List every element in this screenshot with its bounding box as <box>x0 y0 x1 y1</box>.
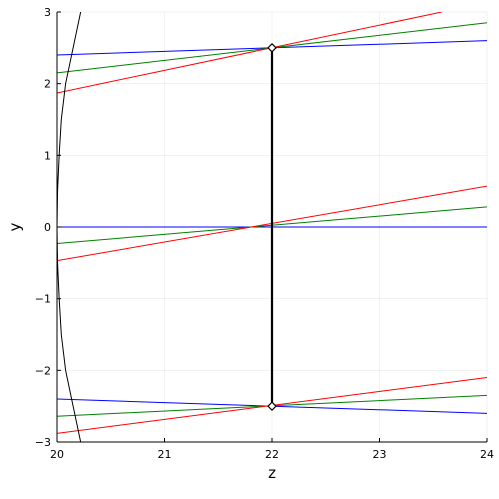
marker-group <box>267 42 277 412</box>
x-tick-label: 20 <box>50 448 64 461</box>
series-line-11 <box>57 12 82 442</box>
y-tick-label: 2 <box>44 78 51 91</box>
x-tick-label: 24 <box>480 448 494 461</box>
diamond-marker-2 <box>267 401 277 412</box>
y-tick-label: −3 <box>35 436 51 449</box>
y-tick-label: −2 <box>35 364 51 377</box>
x-tick-label: 22 <box>265 448 279 461</box>
y-tick-label: 1 <box>44 149 51 162</box>
y-tick-label: 3 <box>44 6 51 19</box>
diamond-marker-1 <box>267 42 277 53</box>
x-axis-label: z <box>268 464 276 482</box>
y-tick-label: −1 <box>35 293 51 306</box>
series-line-3 <box>57 12 442 94</box>
x-tick-label: 21 <box>158 448 172 461</box>
y-tick-label: 0 <box>44 221 51 234</box>
axes <box>56 11 488 443</box>
y-axis-label: y <box>6 222 24 231</box>
x-tick-label: 23 <box>373 448 387 461</box>
series-group <box>57 12 487 442</box>
